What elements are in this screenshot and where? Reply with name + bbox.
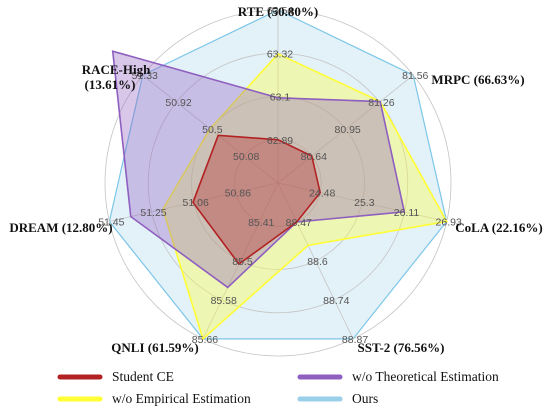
axis-label-mrpc: MRPC (66.63%)	[431, 72, 524, 87]
axis-label-line: RACE-High	[82, 62, 151, 77]
tick-label: 24.48	[309, 188, 335, 200]
axis-label-rte: RTE (50.80%)	[238, 4, 318, 19]
grid-layer	[104, 9, 452, 357]
tick-label: 80.64	[301, 151, 327, 163]
tick-label: 26.11	[394, 207, 420, 219]
spoke-1	[277, 74, 414, 184]
tick-label: 50.86	[225, 188, 251, 200]
series-layer	[111, 50, 448, 341]
tick-layer: 62.89 63.1 63.32 63.54 80.64 80.95 81.26 81.56 2…	[98, 5, 462, 346]
tick-label: 50.5	[202, 124, 223, 136]
axis-label-sst-2: SST-2 (76.56%)	[358, 340, 445, 355]
legend-label-w-o-empirical-estimation: w/o Empirical Estimation	[112, 391, 251, 406]
tick-label: 25.3	[354, 197, 375, 209]
axis-label-qnli: QNLI (61.59%)	[111, 340, 198, 355]
tick-label: 88.6	[307, 256, 328, 268]
series-w-o-theoretical-estimation	[111, 50, 406, 289]
tick-label: 88.87	[342, 334, 368, 346]
tick-label: 50.92	[165, 97, 191, 109]
tick-label: 51.06	[183, 197, 209, 209]
axis-label-race-high: RACE-High (13.61%)	[82, 62, 151, 92]
tick-label: 80.95	[334, 124, 360, 136]
legend-label-ours: Ours	[352, 391, 378, 406]
tick-label: 85.5	[232, 256, 253, 268]
tick-label: 85.58	[211, 295, 237, 307]
axis-label-cola: CoLA (22.16%)	[455, 220, 542, 235]
spoke-2	[277, 182, 447, 222]
axis-label-dream: DREAM (12.80%)	[9, 220, 112, 235]
axis-label-line: (13.61%)	[85, 77, 136, 92]
tick-label: 88.47	[286, 217, 312, 229]
tick-label: 85.41	[248, 217, 274, 229]
tick-label: 51.45	[98, 216, 124, 228]
tick-label: 81.56	[402, 70, 428, 82]
legend-label-student-ce: Student CE	[112, 369, 174, 384]
tick-label: 50.08	[233, 151, 259, 163]
tick-label: 85.66	[192, 334, 218, 346]
tick-label: 51.33	[132, 70, 158, 82]
legend-label-w-o-theoretical-estimation: w/o Theoretical Estimation	[352, 369, 499, 384]
tick-label: 62.89	[267, 135, 293, 147]
legend: Student CE w/o Theoretical Estimation w/o …	[57, 369, 499, 406]
spoke-3	[277, 182, 354, 340]
tick-label: 51.25	[140, 207, 166, 219]
tick-label: 26.93	[436, 216, 462, 228]
tick-label: 81.26	[368, 97, 394, 109]
tick-label: 63.54	[267, 5, 293, 17]
tick-label: 88.74	[323, 295, 349, 307]
axis-label-layer: RTE (50.80%) MRPC (66.63%) CoLA (22.16%) SS…	[9, 4, 542, 355]
series-w-o-empirical-estimation	[162, 52, 448, 341]
tick-label: 63.1	[270, 92, 291, 104]
spoke-4	[202, 182, 279, 340]
series-student-ce	[192, 134, 322, 266]
tick-label: 63.32	[267, 48, 293, 60]
